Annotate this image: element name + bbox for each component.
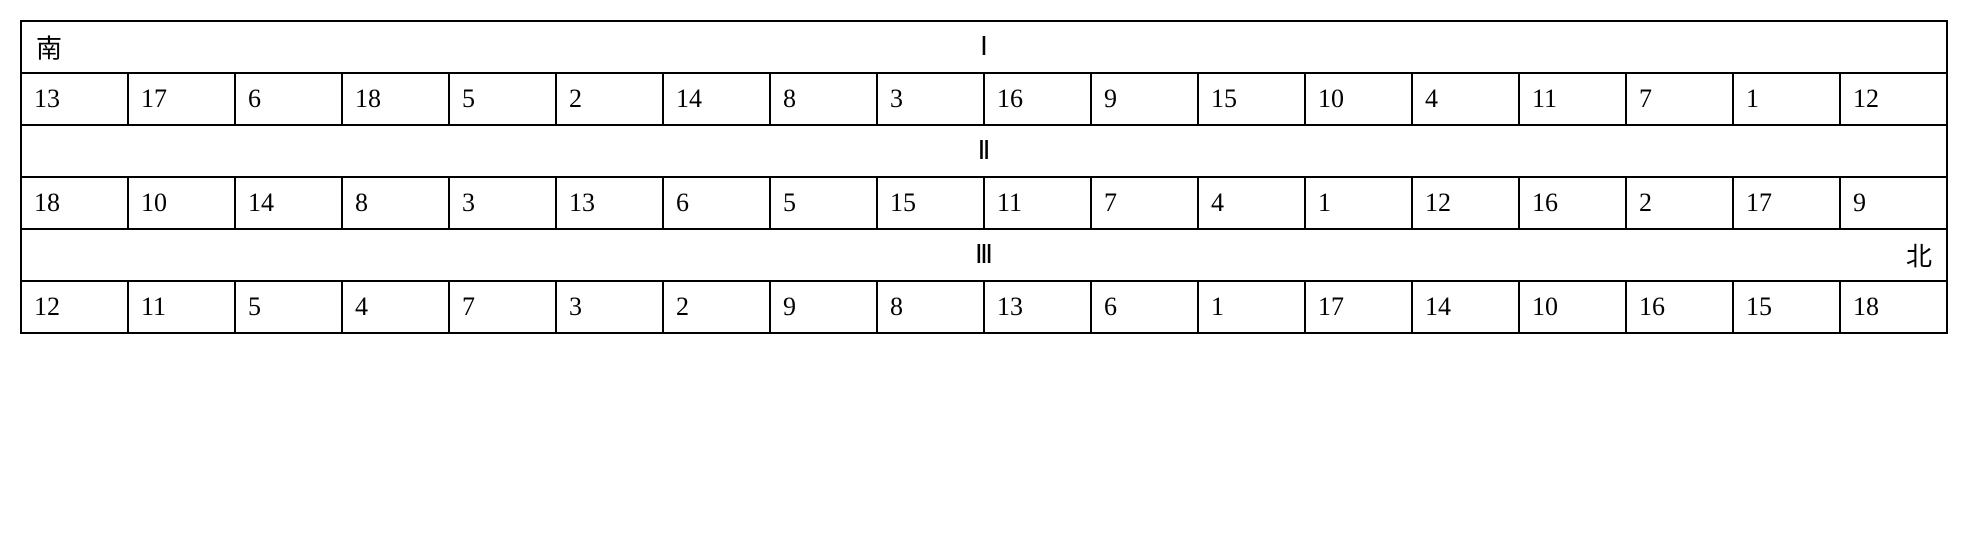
table-cell: 8 — [342, 177, 449, 229]
group-center-label: Ⅰ — [980, 32, 988, 61]
table-cell: 15 — [1733, 281, 1840, 333]
table-cell: 9 — [1840, 177, 1947, 229]
table-cell: 13 — [984, 281, 1091, 333]
group-header-3: Ⅲ北 — [21, 229, 1947, 281]
table-cell: 17 — [1733, 177, 1840, 229]
data-table: 南Ⅰ131761852148316915104117112Ⅱ1810148313… — [20, 20, 1948, 334]
table-cell: 7 — [1626, 73, 1733, 125]
table-cell: 6 — [663, 177, 770, 229]
table-cell: 10 — [1519, 281, 1626, 333]
table-cell: 11 — [984, 177, 1091, 229]
table-cell: 12 — [1840, 73, 1947, 125]
table-cell: 4 — [1198, 177, 1305, 229]
table-cell: 7 — [449, 281, 556, 333]
table-cell: 13 — [556, 177, 663, 229]
table-cell: 3 — [449, 177, 556, 229]
table-cell: 4 — [342, 281, 449, 333]
table-cell: 3 — [556, 281, 663, 333]
table-cell: 16 — [1626, 281, 1733, 333]
table-cell: 7 — [1091, 177, 1198, 229]
group-header-2: Ⅱ — [21, 125, 1947, 177]
table-cell: 5 — [449, 73, 556, 125]
table-cell: 9 — [1091, 73, 1198, 125]
table-cell: 17 — [128, 73, 235, 125]
table-cell: 6 — [235, 73, 342, 125]
group-header-1: 南Ⅰ — [21, 21, 1947, 73]
table-cell: 18 — [342, 73, 449, 125]
table-cell: 13 — [21, 73, 128, 125]
table-cell: 12 — [21, 281, 128, 333]
table-cell: 12 — [1412, 177, 1519, 229]
table-cell: 1 — [1198, 281, 1305, 333]
table-cell: 5 — [770, 177, 877, 229]
table-cell: 9 — [770, 281, 877, 333]
table-cell: 4 — [1412, 73, 1519, 125]
table-cell: 17 — [1305, 281, 1412, 333]
table-cell: 8 — [770, 73, 877, 125]
table-cell: 1 — [1305, 177, 1412, 229]
table-cell: 16 — [1519, 177, 1626, 229]
table-cell: 15 — [1198, 73, 1305, 125]
table-cell: 14 — [663, 73, 770, 125]
group-right-label: 北 — [1906, 237, 1932, 274]
table-cell: 2 — [1626, 177, 1733, 229]
table-cell: 3 — [877, 73, 984, 125]
table-cell: 5 — [235, 281, 342, 333]
group-left-label: 南 — [36, 29, 62, 66]
table-cell: 14 — [235, 177, 342, 229]
table-cell: 14 — [1412, 281, 1519, 333]
table-cell: 11 — [128, 281, 235, 333]
table-cell: 2 — [556, 73, 663, 125]
table-cell: 18 — [1840, 281, 1947, 333]
table-cell: 18 — [21, 177, 128, 229]
table-cell: 6 — [1091, 281, 1198, 333]
table-cell: 10 — [1305, 73, 1412, 125]
table-cell: 1 — [1733, 73, 1840, 125]
table-cell: 8 — [877, 281, 984, 333]
table-cell: 11 — [1519, 73, 1626, 125]
group-center-label: Ⅲ — [975, 240, 993, 269]
table-cell: 15 — [877, 177, 984, 229]
group-center-label: Ⅱ — [978, 136, 991, 165]
table-cell: 16 — [984, 73, 1091, 125]
table-cell: 2 — [663, 281, 770, 333]
table-cell: 10 — [128, 177, 235, 229]
